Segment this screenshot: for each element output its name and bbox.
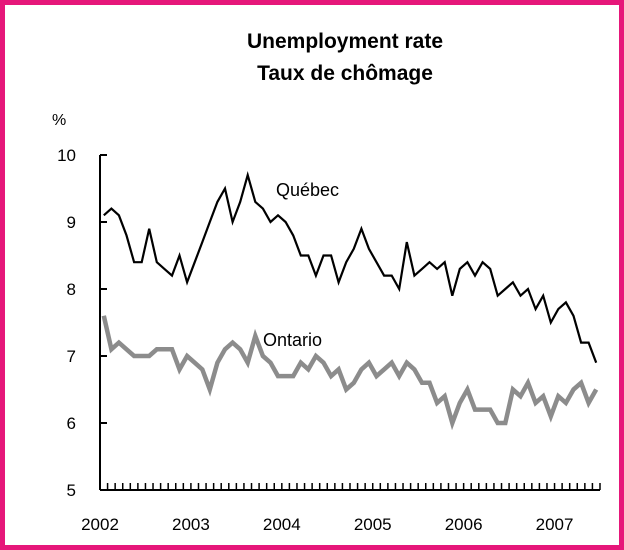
- axes-group: 5 6 7 8 9 10 2002 2003 2004 2005 2006 2007: [57, 146, 601, 534]
- chart-title: Unemployment rate: [247, 30, 443, 53]
- series-label-ontario: Ontario: [263, 330, 322, 350]
- series-label-quebec: Québec: [276, 180, 339, 200]
- series-lines-group: [101, 171, 599, 431]
- x-tick-label: 2005: [354, 515, 392, 534]
- series-line-quebec: [103, 171, 598, 364]
- series-labels-group: Québec Ontario: [263, 180, 339, 350]
- y-axis-unit-label: %: [52, 112, 66, 129]
- x-tick-label: 2003: [172, 515, 210, 534]
- x-tick-label: 2006: [445, 515, 483, 534]
- chart-subtitle: Taux de chômage: [257, 62, 433, 85]
- series-line-ontario: [101, 315, 599, 431]
- y-tick-label: 9: [67, 213, 76, 232]
- y-tick-label: 10: [57, 146, 76, 165]
- y-tick-label: 5: [67, 481, 76, 500]
- x-tick-label: 2007: [536, 515, 574, 534]
- x-tick-label: 2002: [81, 515, 119, 534]
- y-tick-label: 6: [67, 414, 76, 433]
- y-tick-label: 8: [67, 280, 76, 299]
- y-tick-label: 7: [67, 347, 76, 366]
- x-tick-label: 2004: [263, 515, 301, 534]
